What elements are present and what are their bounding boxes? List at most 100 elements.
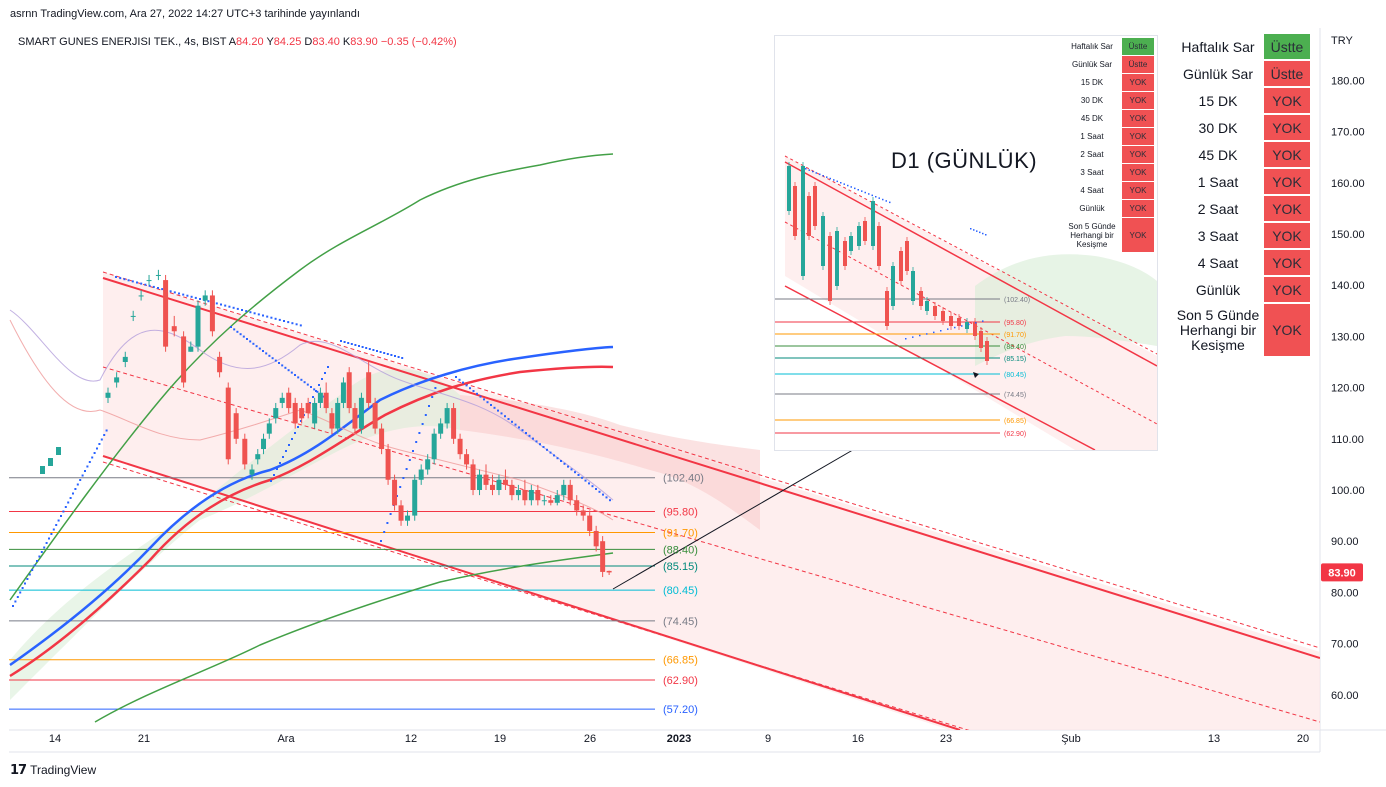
- inset-candle-body: [979, 331, 983, 348]
- sar-dot: [239, 333, 242, 336]
- inset-sar-dot: [868, 193, 870, 195]
- candle-body: [431, 433, 437, 460]
- inset-candle-body: [807, 196, 811, 236]
- inset-sar-dot: [819, 173, 821, 176]
- sar-dot: [383, 352, 386, 354]
- sar-dot: [230, 326, 232, 328]
- daily-inset-chart: (102.40) (95.80) (91.70) (88.40) (85.15) (80.…: [774, 35, 1158, 451]
- candle-body: [470, 464, 476, 490]
- sar-dot: [343, 341, 346, 343]
- sar-dot: [350, 343, 353, 345]
- sar-dot: [236, 307, 239, 310]
- signal-value: YOK: [1264, 115, 1310, 142]
- inset-sar-dot: [826, 176, 828, 178]
- inset-signal-row: Günlük Sar Üstte: [1063, 56, 1154, 74]
- inset-level-label: (74.45): [1004, 392, 1026, 399]
- sar-dot: [241, 309, 243, 311]
- inset-candle-body: [965, 322, 969, 329]
- inset-signal-label: Günlük: [1063, 200, 1122, 218]
- ichimoku-leading-line: [9, 309, 614, 501]
- inset-candle-body: [885, 291, 889, 326]
- fib-level-label: (88.40): [663, 544, 698, 556]
- candle-body: [483, 474, 489, 485]
- inset-sar-dot: [847, 184, 849, 187]
- sar-dot: [271, 357, 274, 360]
- sar-dot: [365, 347, 368, 349]
- inset-sar-dot: [833, 179, 835, 181]
- sar-dot: [249, 311, 252, 314]
- channel-mid-dashed: [102, 366, 1320, 723]
- sar-dot: [287, 369, 290, 372]
- inset-candle-body: [957, 318, 961, 326]
- sar-dot: [504, 415, 506, 418]
- sar-dot: [397, 356, 400, 358]
- inset-signal-value: YOK: [1122, 110, 1154, 128]
- inset-sar-dot: [854, 187, 856, 190]
- inset-sar-dot: [815, 172, 817, 174]
- inset-candle-body: [891, 266, 895, 306]
- inset-sar-dot: [812, 170, 814, 173]
- sar-dot: [236, 330, 239, 333]
- inset-sar-dot: [982, 232, 984, 235]
- x-axis-tick-label: 26: [584, 733, 596, 745]
- inset-candle-body: [905, 241, 909, 271]
- candle-body: [412, 479, 418, 516]
- inset-candle-body: [949, 316, 953, 326]
- signal-label: 15 DK: [1174, 88, 1264, 115]
- y-axis-tick-label: 130.00: [1331, 331, 1365, 343]
- inset-signal-value: YOK: [1122, 74, 1154, 92]
- tradingview-logo[interactable]: 𝟭𝟳 TradingView: [10, 762, 96, 778]
- sar-dot: [76, 483, 79, 486]
- inset-sar-dot: [975, 322, 977, 324]
- sar-dot: [340, 340, 342, 342]
- sar-dot: [386, 353, 389, 355]
- fib-level-label: (80.45): [663, 585, 698, 597]
- candle-body: [554, 495, 560, 503]
- signal-value: YOK: [1264, 88, 1310, 115]
- inset-candle-body: [871, 201, 875, 246]
- inset-candle-body: [863, 221, 867, 241]
- inset-level-label: (85.15): [1004, 356, 1026, 363]
- sar-dot: [119, 277, 122, 280]
- signal-label: 30 DK: [1174, 115, 1264, 142]
- sar-dot: [458, 378, 461, 381]
- sar-dot: [60, 515, 62, 517]
- inset-signal-value: YOK: [1122, 128, 1154, 146]
- candle-body: [392, 479, 398, 506]
- sar-dot: [262, 350, 264, 352]
- inset-signal-row: 2 Saat YOK: [1063, 146, 1154, 164]
- sar-dot: [479, 395, 482, 398]
- inset-sar-dot: [885, 200, 887, 202]
- candle-body: [317, 392, 323, 403]
- inset-candle-body: [877, 226, 881, 266]
- inset-signal-value: YOK: [1122, 164, 1154, 182]
- candle-body: [567, 484, 573, 501]
- sar-dot: [347, 342, 350, 344]
- sar-dot: [553, 454, 555, 457]
- sar-dot: [297, 376, 300, 379]
- signal-label: Günlük: [1174, 277, 1264, 304]
- inset-signal-label: 45 DK: [1063, 110, 1122, 128]
- sar-dot: [549, 451, 552, 454]
- inset-level-label: (102.40): [1004, 297, 1030, 304]
- sar-dot: [380, 540, 382, 542]
- inset-signal-row: 1 Saat YOK: [1063, 128, 1154, 146]
- sar-dot: [88, 461, 91, 463]
- symbol-name[interactable]: SMART GUNES ENERJISI TEK., 4s, BIST: [18, 36, 227, 48]
- sar-dot: [401, 357, 404, 359]
- symbol-legend[interactable]: SMART GUNES ENERJISI TEK., 4s, BIST A84.…: [18, 36, 457, 48]
- candle-body: [352, 408, 358, 429]
- candle-body: [266, 423, 272, 434]
- sar-dot: [105, 429, 108, 432]
- sar-dot: [282, 456, 284, 458]
- signal-label: 3 Saat: [1174, 223, 1264, 250]
- candle-body: [48, 458, 53, 466]
- candle-body: [195, 305, 201, 347]
- candle-body: [40, 466, 45, 474]
- sar-dot: [408, 459, 411, 461]
- fib-level-label: (57.20): [663, 704, 698, 716]
- sar-dot: [19, 591, 22, 594]
- inset-level-label: (80.45): [1004, 372, 1026, 379]
- x-axis-tick-label: Ara: [277, 733, 295, 745]
